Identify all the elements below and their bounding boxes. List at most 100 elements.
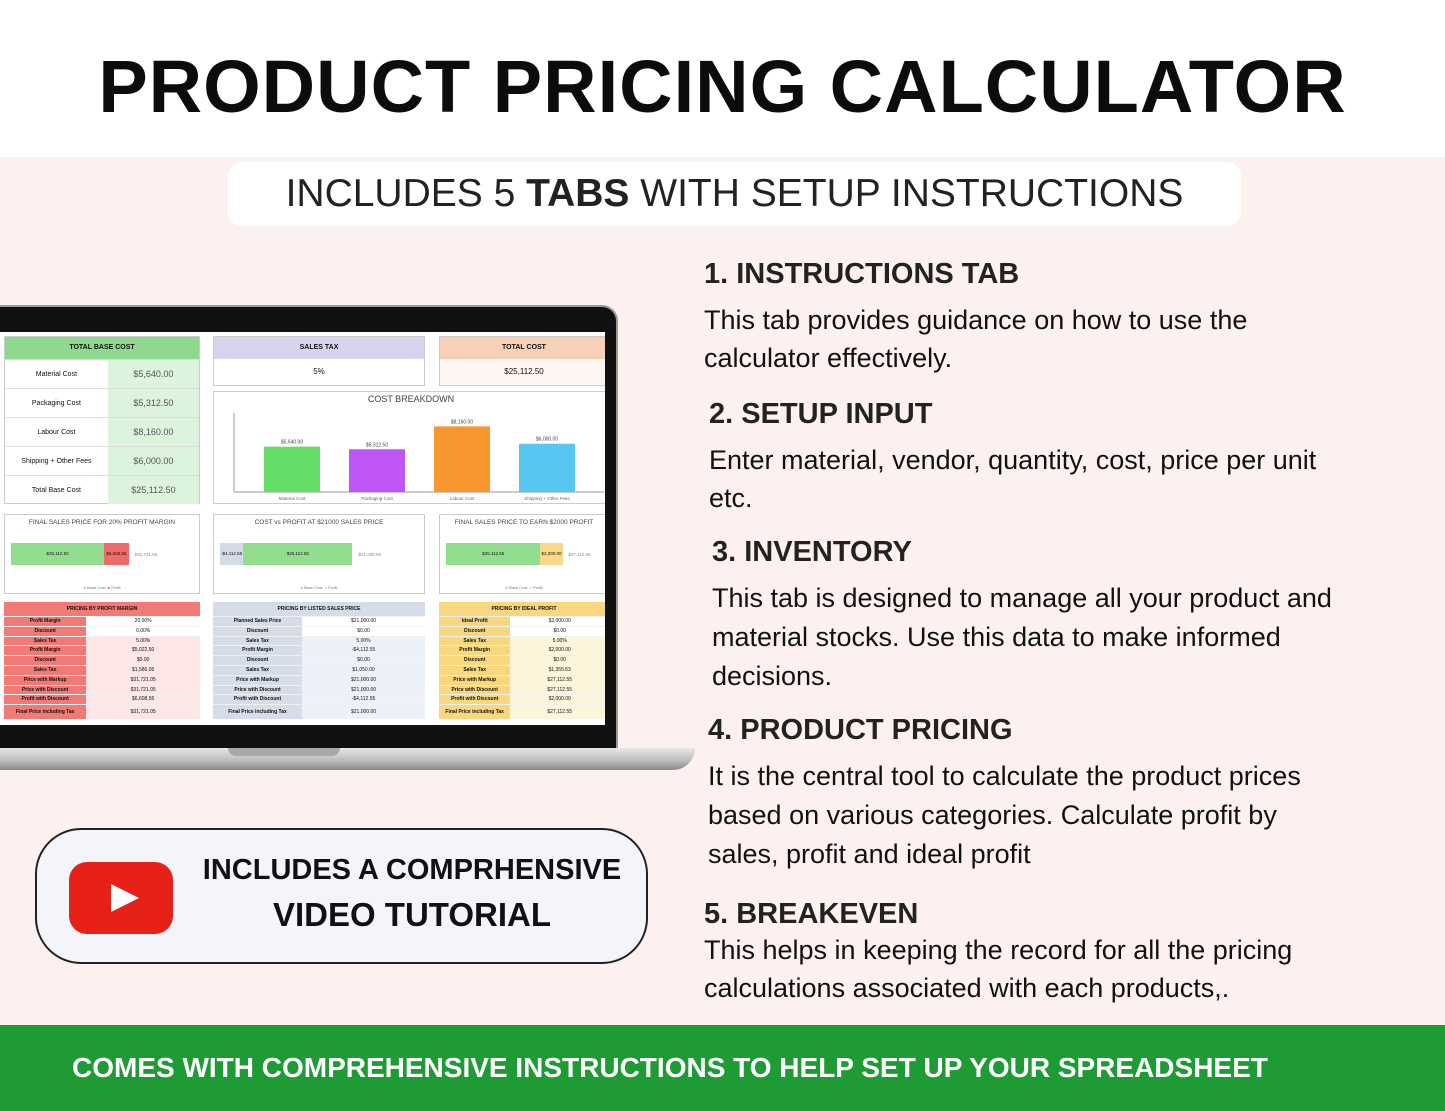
row-value[interactable]: $5,640.00 xyxy=(107,360,199,388)
sales-tax-header: SALES TAX xyxy=(214,337,424,359)
row-value[interactable]: $31,721.05 xyxy=(86,675,200,685)
row-value[interactable]: $21,000.00 xyxy=(302,675,425,685)
table-row: Profit Margin $5,022.50 xyxy=(4,645,200,656)
row-label: Final Price including Tax xyxy=(213,705,303,720)
row-value[interactable]: $1,050.00 xyxy=(302,665,425,675)
section-heading: 2. SETUP INPUT xyxy=(709,398,933,430)
row-label: Profit Margin xyxy=(4,617,87,626)
row-value[interactable]: $31,721.05 xyxy=(86,705,200,720)
row-value[interactable]: $6,000.00 xyxy=(107,447,199,475)
row-value[interactable]: $21,000.00 xyxy=(302,685,425,695)
row-label: Sales Tax xyxy=(4,636,87,646)
total-label: $27,112.55 xyxy=(568,551,591,557)
row-label: Sales Tax xyxy=(213,665,303,675)
row-value[interactable]: $27,112.55 xyxy=(510,685,605,695)
row-value[interactable]: $27,112.55 xyxy=(510,675,605,685)
row-value[interactable]: $2,000.00 xyxy=(510,617,605,626)
bar xyxy=(264,446,320,492)
row-label: Sales Tax xyxy=(439,636,511,646)
row-label: Price with Discount xyxy=(213,685,303,695)
row-value[interactable]: $21,000.00 xyxy=(302,617,425,626)
row-label: Final Price including Tax xyxy=(4,705,87,720)
row-value[interactable]: $2,000.00 xyxy=(510,646,605,656)
row-value[interactable]: $8,160.00 xyxy=(107,418,199,446)
table-row: Price with Markup $31,721.05 xyxy=(4,674,200,685)
row-label: Profit Margin xyxy=(4,646,87,656)
section-1: 1. INSTRUCTIONS TAB This tab provides gui… xyxy=(704,258,1344,377)
pricing-table: PRICING BY LISTED SALES PRICE Planned Sal… xyxy=(213,602,425,724)
row-label: Discount xyxy=(213,656,303,665)
row-value[interactable]: $5,312.50 xyxy=(107,389,199,417)
total-cost-header: TOTAL COST xyxy=(440,337,605,359)
row-label: Discount xyxy=(439,656,511,665)
subtitle-bold: TABS xyxy=(526,172,630,215)
row-value[interactable]: $2,000.00 xyxy=(510,695,605,705)
row-label: Price with Markup xyxy=(439,675,511,685)
legend-item: Base Cost xyxy=(508,585,528,590)
row-value[interactable]: $0.00 xyxy=(510,656,605,665)
table-row: Discount $0.00 xyxy=(439,655,605,665)
stacked-bar: -$4,112.55 $25,112.55 xyxy=(220,543,353,565)
stacked-bar: $25,112.50 $6,608.55 xyxy=(11,543,129,565)
section-2: 2. SETUP INPUT Enter material, vendor, qu… xyxy=(709,398,1349,517)
total-label: $31,721.05 xyxy=(134,551,158,557)
row-label: Final Price including Tax xyxy=(439,705,511,720)
row-value[interactable]: -$4,112.55 xyxy=(302,646,425,656)
row-value[interactable]: 0.00% xyxy=(86,626,200,636)
section-3: 3. INVENTORY This tab is designed to mana… xyxy=(712,536,1352,696)
row-value[interactable]: $0.00 xyxy=(510,626,605,636)
row-value[interactable]: $5,022.50 xyxy=(86,646,200,656)
row-value[interactable]: 20.00% xyxy=(86,617,200,626)
row-value[interactable]: $6,608.55 xyxy=(86,695,200,705)
profit-segment: -$4,112.55 xyxy=(220,543,244,565)
section-heading: 3. INVENTORY xyxy=(712,536,912,568)
stacked-bar: $25,112.55 $2,000.00 xyxy=(446,543,563,565)
row-value[interactable]: $0.00 xyxy=(86,656,200,665)
base-segment: $25,112.55 xyxy=(243,543,353,565)
section-body: It is the central tool to calculate the … xyxy=(708,761,1301,869)
video-tutorial-card[interactable]: INCLUDES A COMPRHENSIVE VIDEO TUTORIAL xyxy=(35,828,648,964)
row-value[interactable]: $31,721.05 xyxy=(86,685,200,695)
table-row: Sales Tax $1,355.63 xyxy=(439,664,605,675)
sales-tax-box: SALES TAX 5% xyxy=(213,336,425,386)
table-row: Packaging Cost $5,312.50 xyxy=(5,388,199,417)
total-cost-box: TOTAL COST $25,112.50 xyxy=(439,336,605,386)
section-4: 4. PRODUCT PRICING It is the central tool… xyxy=(708,714,1348,874)
row-value[interactable]: -$4,112.55 xyxy=(302,695,425,705)
bar-label: $5,640.00 xyxy=(281,440,303,446)
row-label: Price with Markup xyxy=(213,675,303,685)
legend: ■ Base Cost ■ Profit xyxy=(83,585,121,590)
row-value[interactable]: 5.00% xyxy=(86,636,200,646)
row-label: Profit Margin xyxy=(213,646,303,656)
table-row: Profit with Discount -$4,112.55 xyxy=(213,694,425,705)
bar-row: $25,112.55 $2,000.00 $27,112.55 xyxy=(446,543,591,565)
row-value[interactable]: $1,586.05 xyxy=(86,665,200,675)
section-body: This tab is designed to manage all your … xyxy=(712,583,1332,691)
legend-item: Profit xyxy=(111,585,121,590)
row-value[interactable]: $0.00 xyxy=(302,626,425,636)
subtitle-pill: INCLUDES 5 TABS WITH SETUP INSTRUCTIONS xyxy=(228,162,1241,226)
video-line1: INCLUDES A COMPRHENSIVE xyxy=(202,854,622,886)
table-row: Price with Discount $21,000.00 xyxy=(213,684,425,695)
bar-label: $5,312.50 xyxy=(366,442,388,448)
row-label: Price with Discount xyxy=(4,685,87,695)
row-label: Discount xyxy=(439,626,511,636)
section-heading: 4. PRODUCT PRICING xyxy=(708,714,1013,746)
table-row: Sales Tax $1,586.05 xyxy=(4,664,200,675)
row-value[interactable]: 5.00% xyxy=(510,636,605,646)
cost-breakdown-chart: COST BREAKDOWN $5,640.00 Material Cost $5,… xyxy=(213,391,605,504)
category-label: Material Cost xyxy=(279,496,306,501)
row-value[interactable]: $21,000.00 xyxy=(302,705,425,720)
row-value[interactable]: $27,112.55 xyxy=(510,705,605,720)
legend-item: Base Cost xyxy=(86,585,106,590)
row-label: Sales Tax xyxy=(213,636,303,646)
bar-row: $25,112.50 $6,608.55 $31,721.05 xyxy=(11,543,157,565)
table-row: Final Price including Tax $31,721.05 xyxy=(4,704,200,720)
row-value[interactable]: 5.00% xyxy=(302,636,425,646)
youtube-play-icon xyxy=(69,862,173,934)
row-value[interactable]: $25,112.50 xyxy=(107,476,199,504)
row-value[interactable]: $1,355.63 xyxy=(510,665,605,675)
video-line2: VIDEO TUTORIAL xyxy=(272,896,552,933)
row-value[interactable]: $0.00 xyxy=(302,656,425,665)
table-row: Price with Markup $27,112.55 xyxy=(439,674,605,685)
